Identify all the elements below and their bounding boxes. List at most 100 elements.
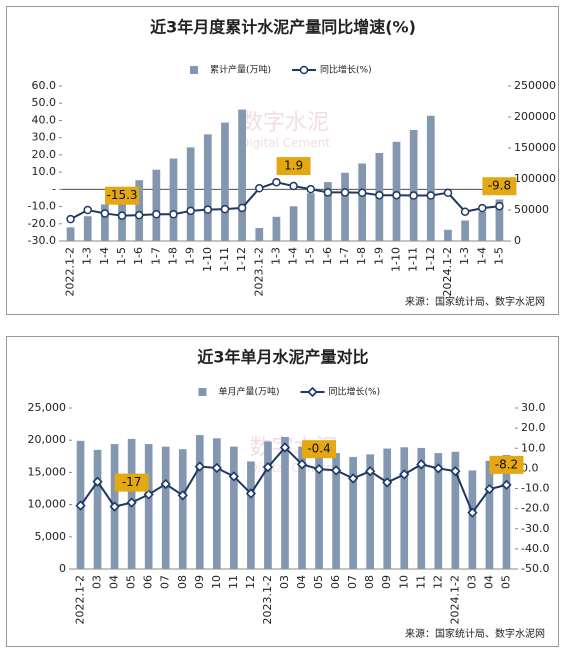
x-tick-label: 06 [329, 575, 342, 589]
x-tick-label: 1-6 [321, 247, 334, 265]
line-marker [399, 469, 410, 480]
source: 来源：国家统计局、数字水泥网 [405, 627, 545, 640]
x-tick-label: 10 [397, 575, 410, 589]
bar [444, 229, 452, 241]
line-marker [313, 464, 325, 475]
bar [178, 449, 187, 569]
y-tick-label: 20.0 [32, 148, 57, 161]
legend-marker [307, 386, 318, 398]
bar [434, 453, 443, 569]
watermark: Digital Cement [240, 136, 330, 150]
bar [66, 227, 75, 241]
line-marker [478, 203, 487, 213]
line-marker [66, 214, 75, 224]
line-marker [186, 206, 195, 216]
x-tick-label: 2023.1-2 [261, 575, 274, 624]
y2-tick-label: -40.0 [521, 542, 549, 555]
x-tick-label: 1-8 [355, 247, 368, 265]
x-tick-label: 09 [193, 575, 206, 589]
data-label: -15.3 [107, 188, 138, 202]
y2-tick-label: 30.0 [521, 401, 546, 414]
y2-tick-label: 150000 [514, 141, 556, 154]
line-marker [279, 442, 291, 453]
bar [468, 470, 477, 569]
y-tick-label: 40.0 [32, 113, 57, 126]
bar [135, 180, 144, 241]
legend-label: 同比增长(%) [329, 386, 381, 398]
line-marker [220, 204, 230, 214]
legend-swatch [190, 66, 198, 74]
bar [383, 448, 392, 569]
bar [409, 130, 418, 241]
x-tick-label: 05 [499, 575, 512, 589]
bar [186, 147, 195, 241]
line-marker [152, 210, 161, 219]
line-marker [245, 488, 257, 499]
y-tick-label: - [52, 182, 56, 195]
bar [451, 451, 460, 569]
bar [461, 220, 469, 241]
x-tick-label: 2023.1-2 [252, 247, 265, 296]
bar [203, 134, 212, 241]
y2-tick-label: 200000 [514, 110, 556, 123]
line-marker [392, 190, 401, 200]
y-tick-label: -10.0 [28, 200, 56, 213]
x-tick-label: 03 [91, 575, 104, 589]
x-tick-label: 04 [482, 575, 495, 589]
y-tick-label: 60.0 [32, 79, 57, 92]
y2-tick-label: 100000 [514, 172, 556, 185]
x-tick-label: 1-3 [81, 247, 94, 265]
watermark: 数字水泥 [241, 111, 329, 136]
line-marker [92, 476, 103, 487]
bar [212, 438, 221, 569]
bar [93, 449, 102, 569]
y2-tick-label: 10.0 [521, 441, 546, 454]
x-tick-label: 1-10 [201, 247, 214, 272]
bar [358, 163, 367, 241]
bar [298, 446, 306, 569]
bar [495, 199, 504, 241]
bar [315, 446, 323, 569]
y2-tick-label: -50.0 [521, 562, 549, 575]
line-marker [433, 463, 444, 474]
line-marker [83, 205, 92, 215]
chart-title: 近3年单月水泥产量对比 [197, 348, 368, 367]
data-label: 1.9 [284, 159, 303, 173]
chart-title: 近3年月度累计水泥产量同比增速(%) [150, 18, 416, 37]
x-tick-label: 2022.1-2 [74, 575, 87, 624]
data-label-box [482, 177, 517, 196]
line-marker [330, 465, 342, 476]
line-marker [375, 190, 384, 200]
y-tick-label: 10,000 [28, 498, 67, 511]
x-tick-label: 07 [346, 575, 359, 589]
y-tick-label: -30.0 [28, 234, 56, 247]
line-marker [237, 203, 247, 213]
bar [169, 158, 178, 241]
x-tick-label: 05 [125, 575, 138, 589]
bar [281, 436, 289, 569]
x-tick-label: 1-3 [269, 247, 282, 265]
data-label: -8.2 [495, 457, 518, 471]
bar [230, 446, 238, 569]
legend-label: 累计产量(万吨) [210, 64, 271, 76]
line-marker [100, 209, 110, 218]
y2-tick-label: 250000 [514, 79, 556, 92]
line-marker [467, 507, 478, 518]
x-tick-label: 1-12 [424, 247, 437, 272]
bar [238, 109, 246, 241]
y2-tick-label: 50000 [514, 203, 549, 216]
x-tick-label: 1-6 [132, 247, 145, 265]
data-label-box [105, 186, 140, 205]
x-tick-label: 1-4 [475, 247, 488, 265]
x-tick-label: 11 [414, 575, 427, 589]
bar [400, 447, 409, 569]
line-marker [203, 205, 213, 214]
x-tick-label: 03 [465, 575, 478, 589]
y-tick-label: 30.0 [32, 131, 57, 144]
line-marker [262, 462, 274, 473]
y-tick-label: 20,000 [28, 433, 67, 446]
bar [247, 461, 255, 569]
line-marker [75, 500, 86, 511]
line-marker [365, 466, 376, 477]
